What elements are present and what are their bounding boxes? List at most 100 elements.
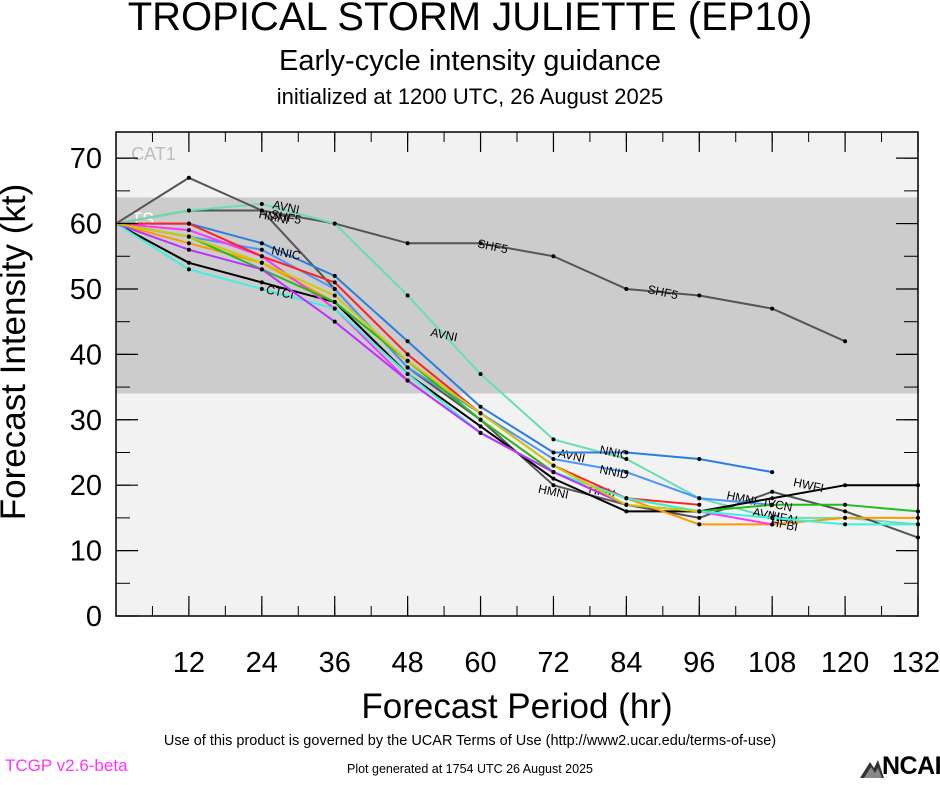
chart-subtitle: Early-cycle intensity guidance bbox=[278, 45, 661, 77]
x-tick-label: 24 bbox=[246, 647, 278, 679]
data-point bbox=[551, 437, 556, 442]
data-point bbox=[259, 254, 264, 259]
data-point bbox=[332, 221, 337, 226]
data-point bbox=[843, 502, 848, 507]
chart-title: TROPICAL STORM JULIETTE (EP10) bbox=[127, 0, 813, 39]
series-label-hwfi: HWFI bbox=[792, 475, 825, 495]
data-point bbox=[186, 234, 191, 239]
data-point bbox=[624, 509, 629, 514]
x-tick-label: 72 bbox=[537, 647, 569, 679]
data-point bbox=[770, 306, 775, 311]
data-point bbox=[186, 247, 191, 252]
data-point bbox=[478, 417, 483, 422]
data-point bbox=[697, 293, 702, 298]
data-point bbox=[332, 319, 337, 324]
data-point bbox=[186, 208, 191, 213]
series-line-lgem bbox=[115, 222, 627, 506]
data-point bbox=[478, 411, 483, 416]
data-point bbox=[843, 509, 848, 514]
data-point bbox=[551, 254, 556, 259]
data-point bbox=[332, 293, 337, 298]
y-tick-label: 30 bbox=[70, 405, 102, 437]
x-tick-label: 60 bbox=[464, 647, 496, 679]
data-point bbox=[770, 496, 775, 501]
generated-time: Plot generated at 1754 UTC 26 August 202… bbox=[346, 762, 593, 776]
axes: 0 10 20 30 40 50 60 70 12 24 36 48 60 72 84 96 108 120 132 bbox=[70, 131, 940, 679]
version-label: TCGP v2.6-beta bbox=[5, 756, 128, 775]
data-point bbox=[332, 286, 337, 291]
y-tick-label: 60 bbox=[70, 209, 102, 241]
series-label-avni: AVNI bbox=[751, 505, 780, 524]
data-point bbox=[405, 241, 410, 246]
series-label-avni: AVNI bbox=[429, 325, 458, 344]
x-tick-label: 132 bbox=[892, 647, 940, 679]
y-tick-label: 50 bbox=[70, 274, 102, 306]
data-point bbox=[697, 522, 702, 527]
data-point bbox=[770, 522, 775, 527]
data-point bbox=[405, 378, 410, 383]
series-label-avni: AVNI bbox=[271, 198, 300, 217]
data-point bbox=[551, 470, 556, 475]
data-point bbox=[624, 502, 629, 507]
data-point bbox=[186, 228, 191, 233]
data-point bbox=[259, 260, 264, 265]
series-label-shf5: SHF5 bbox=[646, 282, 679, 302]
data-point bbox=[697, 515, 702, 520]
data-point bbox=[697, 457, 702, 462]
data-point bbox=[843, 339, 848, 344]
series-label-hmni: HMNI bbox=[258, 207, 291, 227]
band-cat1 bbox=[116, 132, 918, 198]
data-point bbox=[697, 509, 702, 514]
data-point bbox=[551, 476, 556, 481]
y-tick-label: 40 bbox=[70, 339, 102, 371]
data-point bbox=[259, 247, 264, 252]
data-point bbox=[843, 515, 848, 520]
data-point bbox=[478, 430, 483, 435]
data-point bbox=[405, 339, 410, 344]
series-label-ivcn: IVCN bbox=[763, 495, 794, 515]
x-axis-label: Forecast Period (hr) bbox=[361, 687, 672, 726]
data-point bbox=[624, 496, 629, 501]
x-tick-label: 12 bbox=[173, 647, 205, 679]
series-label-hmni: HMNI bbox=[537, 482, 570, 502]
data-point bbox=[405, 365, 410, 370]
data-point bbox=[332, 273, 337, 278]
data-point bbox=[186, 241, 191, 246]
y-tick-label: 0 bbox=[86, 601, 102, 633]
x-tick-label: 120 bbox=[821, 647, 869, 679]
data-point bbox=[186, 260, 191, 265]
data-point bbox=[478, 424, 483, 429]
y-tick-label: 70 bbox=[70, 143, 102, 175]
data-point bbox=[551, 457, 556, 462]
series-label-nnid: NNID bbox=[598, 462, 630, 482]
data-point bbox=[186, 221, 191, 226]
data-point bbox=[259, 201, 264, 206]
data-point bbox=[259, 241, 264, 246]
data-point bbox=[332, 280, 337, 285]
x-tick-label: 96 bbox=[683, 647, 715, 679]
data-point bbox=[332, 300, 337, 305]
data-point bbox=[405, 293, 410, 298]
y-tick-label: 20 bbox=[70, 470, 102, 502]
x-tick-label: 108 bbox=[748, 647, 796, 679]
data-point bbox=[770, 502, 775, 507]
band-label-cat1: CAT1 bbox=[131, 144, 176, 164]
y-axis-label: Forecast Intensity (kt) bbox=[0, 184, 33, 520]
data-point bbox=[770, 470, 775, 475]
data-point bbox=[259, 286, 264, 291]
data-point bbox=[186, 175, 191, 180]
data-point bbox=[332, 306, 337, 311]
data-point bbox=[259, 208, 264, 213]
data-point bbox=[624, 450, 629, 455]
series-label-shf5: SHF5 bbox=[476, 236, 509, 256]
data-point bbox=[478, 404, 483, 409]
band-ts bbox=[116, 197, 918, 394]
x-tick-label: 36 bbox=[319, 647, 351, 679]
series-label-hfai: HFAI bbox=[770, 508, 799, 527]
series-ofci bbox=[115, 222, 702, 514]
data-point bbox=[624, 470, 629, 475]
